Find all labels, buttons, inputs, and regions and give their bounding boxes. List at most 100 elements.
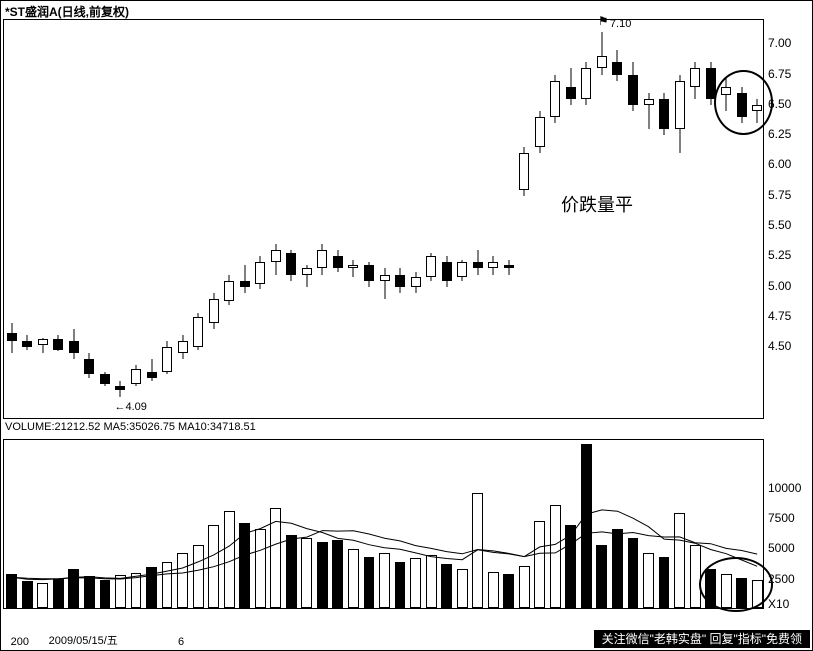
volume-bar[interactable] [534, 521, 545, 608]
candle[interactable] [302, 20, 312, 420]
volume-bar[interactable] [115, 575, 126, 608]
volume-bar[interactable] [488, 572, 499, 608]
volume-bar[interactable] [674, 513, 685, 608]
candle[interactable] [271, 20, 281, 420]
candle[interactable] [147, 20, 157, 420]
candle[interactable] [737, 20, 747, 420]
volume-bar[interactable] [6, 574, 17, 608]
volume-bar[interactable] [736, 578, 747, 608]
candle[interactable] [426, 20, 436, 420]
volume-bar[interactable] [22, 581, 33, 608]
candle[interactable] [721, 20, 731, 420]
volume-bar[interactable] [224, 511, 235, 608]
volume-bar[interactable] [84, 576, 95, 608]
candle[interactable] [255, 20, 265, 420]
candle[interactable] [115, 20, 125, 420]
candle[interactable] [53, 20, 63, 420]
volume-panel[interactable] [3, 439, 764, 609]
volume-bar[interactable] [162, 562, 173, 608]
candle[interactable] [162, 20, 172, 420]
candle[interactable] [675, 20, 685, 420]
volume-bar[interactable] [472, 493, 483, 608]
volume-bar[interactable] [131, 573, 142, 608]
candle[interactable] [131, 20, 141, 420]
price-panel[interactable]: ←4.09⚑7.10 [3, 19, 764, 419]
volume-bar[interactable] [581, 444, 592, 608]
candle[interactable] [457, 20, 467, 420]
candle[interactable] [348, 20, 358, 420]
candle[interactable] [69, 20, 79, 420]
candle[interactable] [240, 20, 250, 420]
volume-bar[interactable] [53, 579, 64, 608]
candle[interactable] [659, 20, 669, 420]
volume-bar[interactable] [690, 545, 701, 608]
volume-bar[interactable] [457, 569, 468, 608]
volume-bar[interactable] [596, 545, 607, 608]
volume-bar[interactable] [379, 553, 390, 608]
volume-bar[interactable] [146, 567, 157, 608]
volume-bar[interactable] [628, 538, 639, 608]
candle[interactable] [581, 20, 591, 420]
candle[interactable] [706, 20, 716, 420]
candle[interactable] [488, 20, 498, 420]
volume-bar[interactable] [332, 540, 343, 608]
candle[interactable] [612, 20, 622, 420]
volume-bar[interactable] [286, 535, 297, 608]
candle[interactable] [286, 20, 296, 420]
volume-bar[interactable] [270, 508, 281, 608]
candle[interactable] [442, 20, 452, 420]
volume-bar[interactable] [565, 525, 576, 608]
volume-bar[interactable] [550, 505, 561, 608]
candle[interactable] [380, 20, 390, 420]
candle[interactable] [628, 20, 638, 420]
candle[interactable] [193, 20, 203, 420]
candle[interactable] [100, 20, 110, 420]
volume-bar[interactable] [193, 545, 204, 608]
volume-bar[interactable] [643, 553, 654, 608]
volume-bar[interactable] [208, 525, 219, 608]
candle[interactable] [7, 20, 17, 420]
candle[interactable] [84, 20, 94, 420]
candle[interactable] [535, 20, 545, 420]
candle[interactable] [395, 20, 405, 420]
volume-bar[interactable] [659, 557, 670, 608]
candle[interactable] [22, 20, 32, 420]
candle[interactable] [333, 20, 343, 420]
volume-bar[interactable] [239, 523, 250, 608]
candle[interactable] [550, 20, 560, 420]
volume-bar[interactable] [364, 557, 375, 608]
volume-bar[interactable] [348, 549, 359, 609]
volume-bar[interactable] [100, 580, 111, 608]
volume-bar[interactable] [410, 558, 421, 608]
candle[interactable] [473, 20, 483, 420]
candle[interactable] [566, 20, 576, 420]
volume-bar[interactable] [752, 580, 763, 608]
candle[interactable] [519, 20, 529, 420]
volume-bar[interactable] [177, 553, 188, 608]
volume-bar[interactable] [612, 529, 623, 608]
volume-bar[interactable] [37, 583, 48, 609]
volume-bar[interactable] [301, 538, 312, 608]
candle[interactable] [38, 20, 48, 420]
volume-bar[interactable] [441, 564, 452, 608]
volume-bar[interactable] [426, 555, 437, 608]
candle[interactable] [644, 20, 654, 420]
candle[interactable] [178, 20, 188, 420]
candle[interactable] [317, 20, 327, 420]
volume-bar[interactable] [705, 569, 716, 608]
volume-bar[interactable] [721, 574, 732, 608]
candle[interactable] [364, 20, 374, 420]
candle[interactable] [411, 20, 421, 420]
candle[interactable] [224, 20, 234, 420]
candle[interactable] [752, 20, 762, 420]
volume-bar[interactable] [519, 566, 530, 609]
candle[interactable] [504, 20, 514, 420]
volume-bar[interactable] [68, 569, 79, 608]
volume-bar[interactable] [255, 529, 266, 608]
volume-bar[interactable] [503, 574, 514, 608]
volume-bar[interactable] [395, 562, 406, 608]
volume-bar[interactable] [317, 542, 328, 608]
candle[interactable] [690, 20, 700, 420]
candle[interactable] [597, 20, 607, 420]
candle[interactable] [209, 20, 219, 420]
